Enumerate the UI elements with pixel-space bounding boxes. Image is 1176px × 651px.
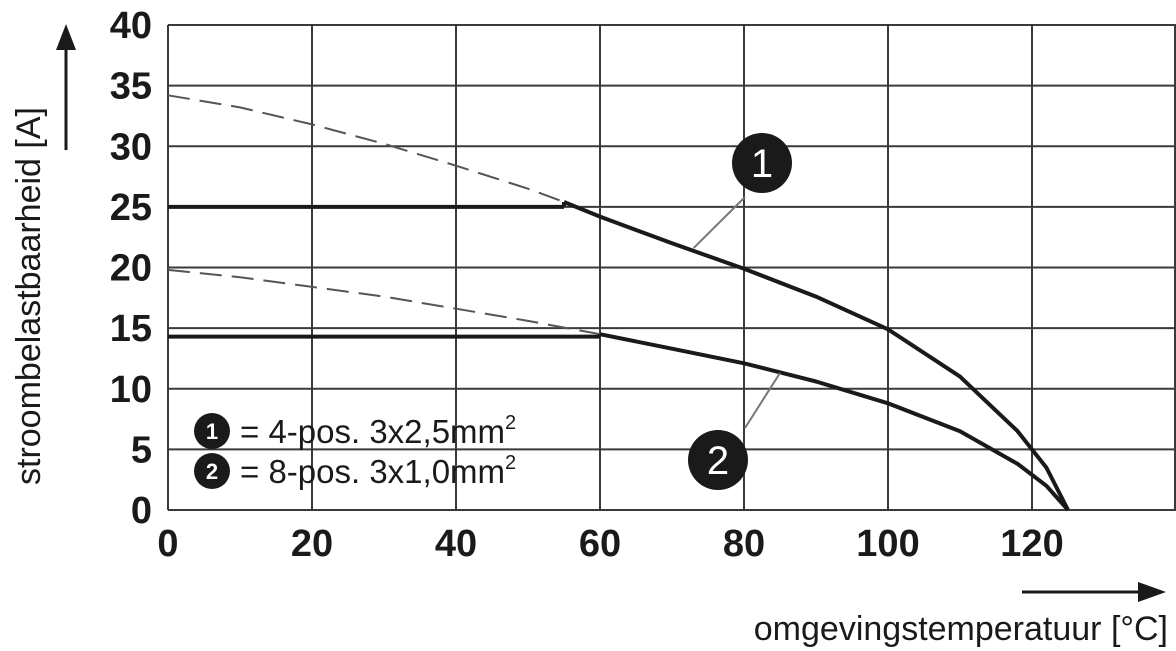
grid <box>167 24 1176 511</box>
y-tick-label: 0 <box>131 490 152 532</box>
y-tick-label: 5 <box>131 429 152 471</box>
series-1-dashed <box>167 94 565 203</box>
callout-layer: 12 <box>688 133 792 490</box>
y-tick-label: 30 <box>110 126 152 168</box>
x-tick-label: 0 <box>157 523 178 565</box>
y-tick-label: 35 <box>110 66 152 108</box>
legend-badge-1 <box>194 413 230 449</box>
y-tick-label: 40 <box>110 5 152 47</box>
y-tick-label: 10 <box>110 369 152 411</box>
x-tick-label: 100 <box>856 523 919 565</box>
callout-leader-2 <box>744 372 781 429</box>
y-axis-label-group: stroombelastbaarheid [A] <box>10 24 76 485</box>
series-2-curve <box>599 332 1070 512</box>
x-tick-label: 40 <box>435 523 477 565</box>
callout-badge-2 <box>688 430 748 490</box>
callout-badge-1 <box>732 133 792 193</box>
legend-badge-2 <box>194 453 230 489</box>
series-layer <box>167 94 1070 512</box>
y-tick-label: 15 <box>110 308 152 350</box>
x-axis-label-group: omgevingstemperatuur [°C] <box>754 582 1168 648</box>
series-1-curve <box>563 200 1070 511</box>
x-tick-label: 80 <box>723 523 765 565</box>
legend-badge-number: 1 <box>206 419 218 444</box>
x-tick-label: 60 <box>579 523 621 565</box>
y-axis-label: stroombelastbaarheid [A] <box>10 107 48 485</box>
legend-entry-superscript: 2 <box>505 452 516 474</box>
series-2-dashed <box>167 268 601 336</box>
x-tick-label: 20 <box>291 523 333 565</box>
callout-leader-1 <box>692 196 746 249</box>
y-axis-arrow-head <box>56 24 76 50</box>
y-tick-labels: 0 5 10 15 20 25 30 35 40 <box>110 5 152 532</box>
x-axis-label: omgevingstemperatuur [°C] <box>754 610 1168 648</box>
legend-entry-text: = 8-pos. 3x1,0mm2 <box>240 452 516 490</box>
legend-entry-text: = 4-pos. 3x2,5mm2 <box>240 412 516 450</box>
callout-badge-number-2: 2 <box>707 439 729 483</box>
x-tick-labels: 0 20 40 60 80 100 120 <box>157 523 1063 565</box>
callout-badge-number-1: 1 <box>751 142 773 186</box>
y-tick-label: 25 <box>110 187 152 229</box>
y-tick-label: 20 <box>110 248 152 290</box>
legend-entry-superscript: 2 <box>505 412 516 434</box>
x-tick-label: 120 <box>1000 523 1063 565</box>
legend-badge-number: 2 <box>206 459 218 484</box>
x-axis-arrow-head <box>1138 582 1166 602</box>
